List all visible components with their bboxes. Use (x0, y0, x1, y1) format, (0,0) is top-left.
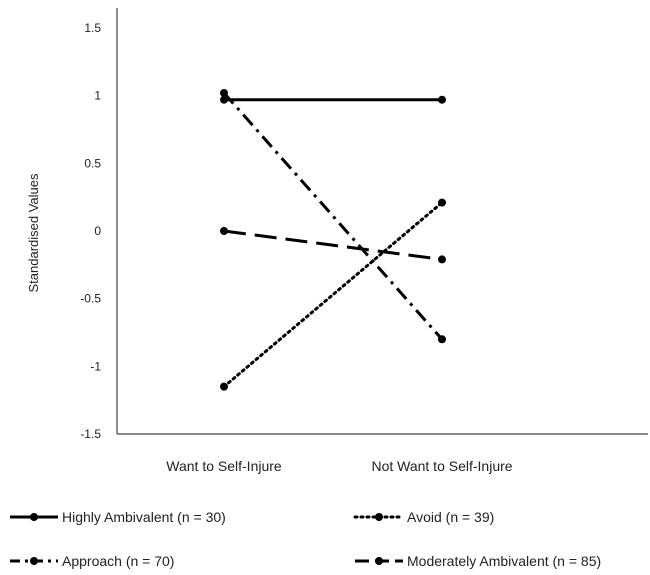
legend-item: Moderately Ambivalent (n = 85) (355, 553, 601, 569)
y-tick-label: 0.5 (84, 156, 101, 170)
legend-label: Highly Ambivalent (n = 30) (62, 509, 226, 525)
legend-label: Moderately Ambivalent (n = 85) (407, 553, 601, 569)
legend: Highly Ambivalent (n = 30) Avoid (n = 39)… (10, 509, 601, 569)
series-4 (220, 227, 446, 264)
series-line (223, 229, 443, 261)
legend-item: Highly Ambivalent (n = 30) (10, 509, 226, 525)
series-3 (220, 88, 446, 344)
y-tick-label: 1 (94, 89, 101, 103)
y-axis-title: Standardised Values (26, 173, 41, 293)
data-point (220, 382, 228, 391)
series-lines (220, 88, 446, 391)
legend-marker (30, 557, 38, 565)
legend-label: Avoid (n = 39) (407, 509, 494, 525)
x-tick-label: Want to Self-Injure (166, 458, 282, 474)
x-tick-label: Not Want to Self-Injure (371, 458, 512, 474)
y-tick-label: -0.5 (80, 292, 101, 306)
legend-marker (375, 513, 383, 521)
data-point (438, 198, 446, 207)
axes (116, 8, 648, 435)
data-point (438, 335, 446, 344)
data-point (220, 88, 228, 97)
series-2 (220, 198, 446, 391)
series-line (222, 201, 444, 389)
series-1 (220, 95, 446, 104)
y-tick-label: -1 (90, 359, 101, 373)
y-tick-labels: 1.5 1 0.5 0 -0.5 -1 -1.5 (80, 21, 101, 441)
series-line (222, 91, 444, 341)
y-tick-label: 1.5 (84, 21, 101, 35)
data-point (438, 255, 446, 264)
legend-marker (375, 557, 383, 565)
data-point (438, 95, 446, 104)
y-tick-label: 0 (94, 224, 101, 238)
data-point (220, 95, 228, 104)
legend-marker (30, 513, 38, 521)
x-tick-labels: Want to Self-Injure Not Want to Self-Inju… (166, 458, 512, 474)
y-tick-label: -1.5 (80, 427, 101, 441)
legend-item: Approach (n = 70) (10, 553, 174, 569)
legend-item: Avoid (n = 39) (353, 509, 494, 525)
legend-label: Approach (n = 70) (62, 553, 174, 569)
data-point (220, 227, 228, 235)
